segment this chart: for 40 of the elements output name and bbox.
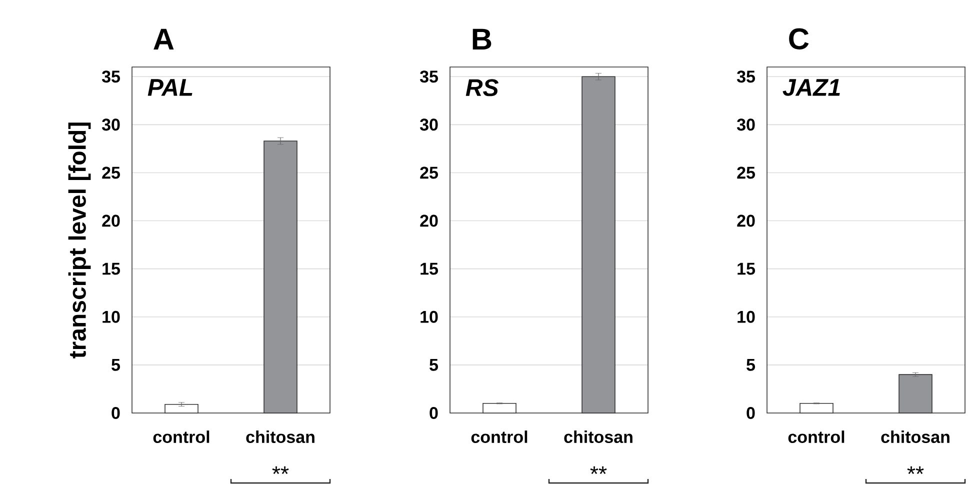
chart-title: C	[789, 28, 809, 50]
y-tick-label: 20	[102, 214, 120, 227]
text: **	[907, 466, 924, 474]
text: **	[272, 466, 289, 474]
annotation: JAZ1	[782, 79, 840, 96]
y-tick-label: 10	[738, 310, 755, 323]
y-tick-label: 5	[112, 359, 120, 371]
annotation: PAL	[148, 79, 192, 96]
x-tick-label: chitosan	[564, 430, 632, 444]
y-axis-title: transcript level [fold]	[68, 122, 91, 358]
y-tick-label: 35	[736, 70, 756, 83]
y-tick-label: 10	[102, 310, 120, 323]
y-tick-label: 15	[102, 262, 120, 275]
y-tick-label: 30	[420, 118, 438, 131]
x-tick-label: chitosan	[246, 430, 314, 444]
y-tick-label: 25	[102, 166, 120, 179]
y-tick-label: 0	[112, 406, 120, 420]
y-tick-label: 25	[737, 166, 756, 179]
y-tick-label: 35	[420, 70, 438, 83]
y-tick-label: 5	[430, 359, 438, 371]
y-tick-label: 5	[746, 359, 756, 371]
x-tick-label: control	[153, 430, 210, 444]
chart-title: B	[472, 28, 492, 50]
annotation: RS	[466, 79, 499, 96]
y-tick-label: 10	[420, 310, 438, 323]
x-tick-label: control	[471, 430, 528, 444]
x-tick-label: control	[788, 430, 844, 444]
y-tick-label: 35	[102, 70, 120, 83]
text: **	[590, 466, 607, 474]
y-tick-label: 15	[420, 262, 438, 275]
x-tick-label: chitosan	[881, 430, 950, 444]
y-tick-label: 0	[746, 406, 755, 420]
y-tick-label: 20	[737, 214, 755, 227]
y-tick-label: 15	[738, 262, 756, 275]
y-tick-label: 30	[736, 118, 755, 131]
y-tick-label: 0	[430, 406, 438, 420]
y-tick-label: 30	[102, 118, 120, 131]
y-tick-label: 25	[420, 166, 438, 179]
chart-title: A	[154, 28, 174, 50]
y-tick-label: 20	[420, 214, 438, 227]
